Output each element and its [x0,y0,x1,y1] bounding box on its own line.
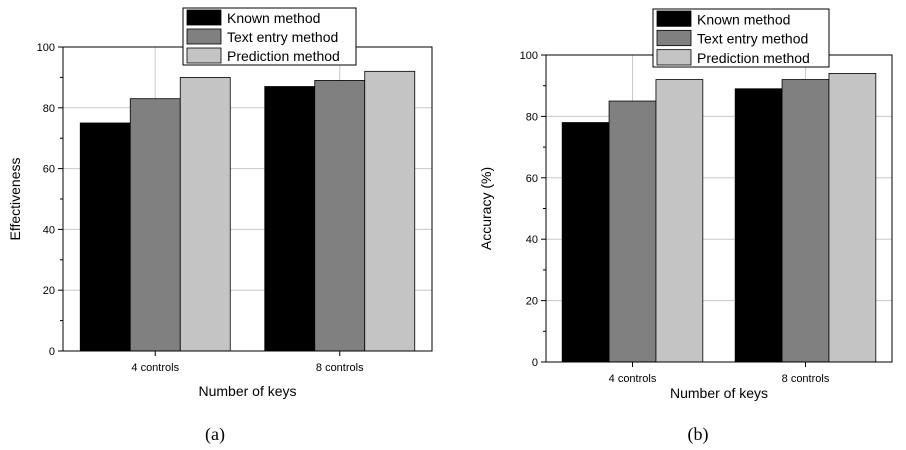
bar-text-entry-method [608,100,657,363]
legend-swatch [656,29,692,47]
legend-entry: Prediction method [697,50,810,66]
bar-prediction-method [655,79,704,363]
bar-known-method [264,86,316,352]
y-tick-label: 40 [526,234,538,246]
x-tick-label: 4 controls [131,362,179,374]
figure-caption: (a) [205,424,225,445]
bar-chart-effectiveness: 0 20 40 60 80 100 4 controls 8 controls Effectiv… [7,7,433,445]
bar-known-method [79,122,131,352]
bar-text-entry-method [314,80,366,352]
figure-caption: (b) [688,424,709,445]
x-tick-label: 8 controls [782,373,830,385]
x-axis-label: Number of keys [670,385,768,401]
legend-entry: Text entry method [697,31,808,47]
x-axis-label: Number of keys [198,383,296,399]
y-tick-label: 80 [526,111,538,123]
y-tick-label: 40 [43,224,55,236]
bar-prediction-method [828,73,877,363]
y-tick-label: 100 [520,50,538,62]
chart-panel-b: 0 20 40 60 80 100 4 controls 8 controls Accuracy… [453,0,906,450]
bar-text-entry-method [129,98,181,352]
bar-prediction-method [364,70,416,352]
bar-text-entry-method [781,79,830,363]
y-tick-label: 100 [37,42,55,54]
y-tick-label: 20 [526,296,538,308]
bar-chart-accuracy: 0 20 40 60 80 100 4 controls 8 controls Accuracy… [478,8,893,445]
chart-panel-a: 0 20 40 60 80 100 4 controls 8 controls Effectiv… [7,7,433,445]
legend-entry: Known method [697,11,790,27]
legend-entry: Known method [227,10,320,26]
legend-entry: Prediction method [227,48,340,64]
bar-known-method [561,122,610,363]
legend-swatch [186,47,222,64]
y-tick-label: 0 [532,357,538,369]
bar-known-method [734,88,783,363]
legend-swatch [656,49,692,66]
legend-swatch [186,28,222,45]
y-axis-label: Effectiveness [7,157,23,240]
bar-prediction-method [179,77,231,352]
y-tick-label: 0 [49,346,55,358]
legend-entry: Text entry method [227,29,338,45]
y-tick-label: 60 [43,164,55,176]
y-tick-label: 80 [43,103,55,115]
legend-swatch [186,9,222,26]
legend-swatch [656,10,692,27]
x-tick-label: 4 controls [609,373,657,385]
y-tick-label: 60 [526,173,538,185]
y-tick-label: 20 [43,285,55,297]
x-tick-label: 8 controls [316,362,364,374]
y-axis-label: Accuracy (%) [478,167,494,250]
